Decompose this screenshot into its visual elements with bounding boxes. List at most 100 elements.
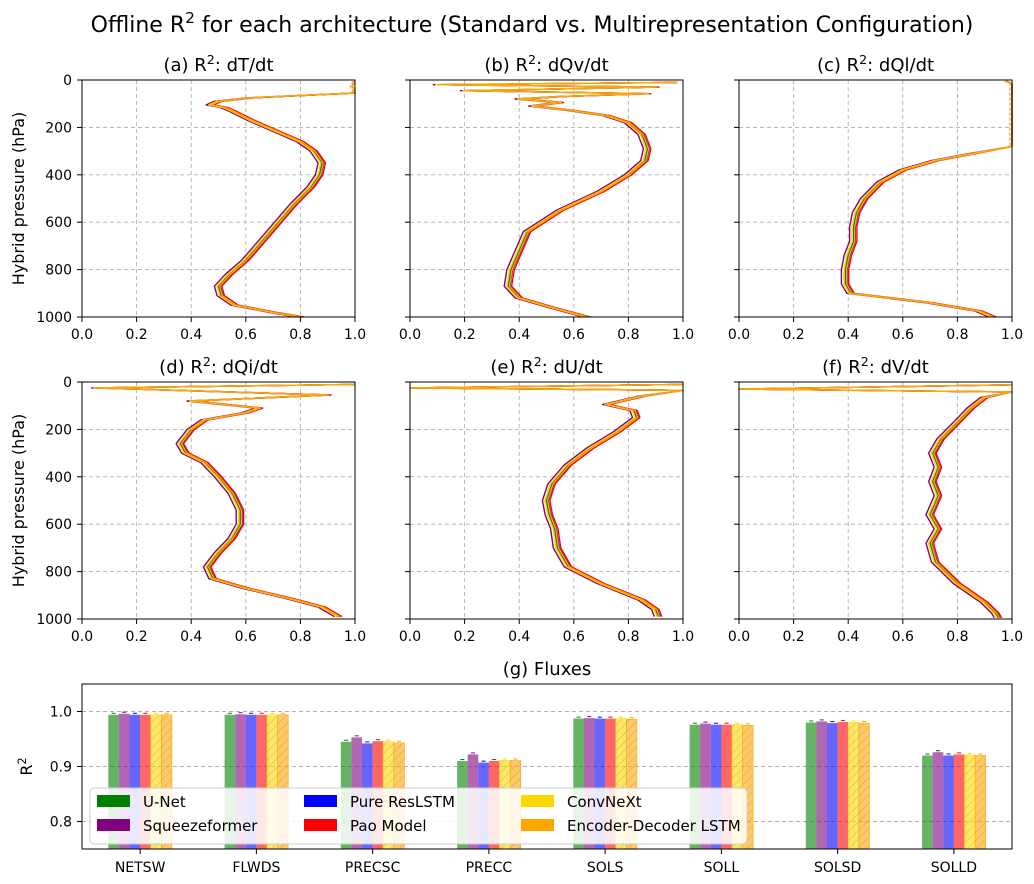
bar-pao_model-soll bbox=[721, 724, 732, 849]
x-tick-label: NETSW bbox=[115, 860, 166, 876]
series-line-unet bbox=[436, 81, 678, 318]
series-line-dashed-encoder_decoder_lstm bbox=[436, 81, 676, 318]
bar-squeezeformer-soll bbox=[700, 723, 711, 849]
x-tick-label: 0.0 bbox=[728, 629, 750, 645]
bar-unet-sols bbox=[573, 718, 584, 849]
flux-bar-panel: NETSW FLWDS PRECSC PRECC SOLS SOLL SOLSD SOLLD 0… bbox=[16, 659, 1013, 876]
panel-title: (e) R2: dU/dt bbox=[490, 354, 602, 379]
bar-squeezeformer-sols bbox=[583, 718, 595, 849]
legend-swatch-pure_reslstm bbox=[304, 795, 337, 807]
x-tick-label: 0.2 bbox=[453, 629, 475, 645]
bar-pure_reslstm-solld bbox=[943, 755, 954, 849]
profile-panel-c: 0.0 0.2 0.4 0.6 0.8 1.0 (c) R2: dQl/dt bbox=[728, 52, 1023, 344]
x-tick-label: 0.2 bbox=[125, 327, 147, 343]
bar-unet-solsd bbox=[805, 722, 817, 849]
x-tick-label: 0.8 bbox=[946, 327, 968, 343]
plot-frame bbox=[81, 79, 356, 318]
x-tick-label: 1.0 bbox=[1001, 629, 1023, 645]
x-tick-label: FLWDS bbox=[232, 860, 280, 876]
series-line-squeezeformer bbox=[738, 384, 1013, 619]
series-line-encoder_decoder_lstm bbox=[845, 80, 1013, 318]
series-line-pao_model bbox=[741, 384, 1013, 619]
legend-label: Pao Model bbox=[350, 817, 427, 835]
y-tick-label: 0 bbox=[63, 73, 72, 89]
legend-label: U-Net bbox=[143, 793, 186, 811]
legend: U-Net Squeezeformer Pure ResLSTM Pao Model C… bbox=[89, 787, 748, 845]
x-tick-label: 0.4 bbox=[180, 629, 202, 645]
panel-title: (f) R2: dV/dt bbox=[822, 354, 929, 379]
y-tick-label: 400 bbox=[45, 168, 72, 184]
series-line-dashed-encoder_decoder_lstm bbox=[207, 80, 354, 318]
series-line-dashed-encoder_decoder_lstm bbox=[844, 80, 1011, 318]
legend-label: Pure ResLSTM bbox=[350, 793, 455, 811]
x-tick-label: PRECC bbox=[466, 860, 513, 876]
bar-pure_reslstm-flwds bbox=[245, 714, 257, 849]
series-line-encoder_decoder_lstm bbox=[739, 384, 1013, 619]
profile-panel-f: 0.0 0.2 0.4 0.6 0.8 1.0 (f) R2: dV/dt bbox=[728, 354, 1023, 646]
series-line-convnext bbox=[435, 81, 678, 318]
series-line-encoder_decoder_lstm bbox=[437, 81, 678, 318]
bar-pao_model-netsw bbox=[140, 714, 151, 849]
bar-encoder_decoder_lstm-solsd bbox=[858, 722, 870, 850]
plot-frame bbox=[738, 79, 1013, 318]
profile-panel-a: 0.0 0.2 0.4 0.6 0.8 1.0 0 200 400 600 800 1000 (a) R… bbox=[9, 52, 366, 344]
plot-frame bbox=[409, 381, 684, 620]
series-line-dashed-pao_model bbox=[438, 81, 676, 318]
y-tick-label: 200 bbox=[45, 120, 72, 136]
legend-label: Squeezeformer bbox=[143, 817, 258, 835]
profile-panel-d: 0.0 0.2 0.4 0.6 0.8 1.0 0 200 400 600 800 1000 (d) R… bbox=[9, 354, 366, 646]
series-line-unet bbox=[844, 80, 1013, 318]
y-tick-label: 0 bbox=[63, 375, 72, 391]
x-tick-label: 0.4 bbox=[508, 629, 530, 645]
x-tick-label: 0.6 bbox=[892, 327, 914, 343]
bar-squeezeformer-solld bbox=[932, 752, 944, 849]
panel-title: (g) Fluxes bbox=[503, 659, 592, 680]
x-tick-label: 0.2 bbox=[453, 327, 475, 343]
x-tick-label: 0.4 bbox=[508, 327, 530, 343]
x-tick-label: 0.0 bbox=[728, 327, 750, 343]
legend-swatch-pao_model bbox=[304, 819, 337, 831]
series-line-dashed-pao_model bbox=[740, 384, 1011, 619]
y-axis-label: R2 bbox=[16, 757, 37, 775]
series-line-convnext bbox=[843, 80, 1013, 318]
x-tick-label: 0.0 bbox=[399, 327, 421, 343]
series-line-unet bbox=[209, 80, 356, 318]
series-line-pao_model bbox=[848, 80, 1013, 318]
plot-frame bbox=[409, 79, 684, 318]
bar-unet-solld bbox=[922, 755, 933, 849]
series-line-dashed-pao_model bbox=[846, 80, 1011, 318]
bar-squeezeformer-flwds bbox=[235, 714, 246, 850]
y-tick-label: 1.0 bbox=[50, 705, 72, 721]
x-tick-label: 0.4 bbox=[180, 327, 202, 343]
panel-title: (b) R2: dQv/dt bbox=[484, 52, 608, 77]
legend-swatch-squeezeformer bbox=[97, 819, 130, 831]
series-line-pure_reslstm bbox=[211, 80, 356, 318]
profile-panel-b: 0.0 0.2 0.4 0.6 0.8 1.0 (b) R2: dQv/dt bbox=[399, 52, 694, 344]
series-line-dashed-encoder_decoder_lstm bbox=[738, 384, 1011, 619]
x-tick-label: 0.6 bbox=[235, 327, 257, 343]
panel-title: (d) R2: dQi/dt bbox=[159, 354, 278, 379]
series-line-pao_model bbox=[212, 80, 356, 318]
bar-unet-soll bbox=[689, 724, 701, 849]
panel-title: (c) R2: dQl/dt bbox=[817, 52, 934, 77]
x-tick-label: 0.6 bbox=[235, 629, 257, 645]
bar-squeezeformer-solsd bbox=[816, 721, 827, 849]
legend-label: ConvNeXt bbox=[567, 793, 642, 811]
x-tick-label: SOLSD bbox=[814, 860, 861, 876]
y-tick-label: 400 bbox=[45, 470, 72, 486]
x-tick-label: 0.0 bbox=[71, 629, 93, 645]
y-tick-label: 800 bbox=[45, 263, 72, 279]
series-line-convnext bbox=[738, 384, 1013, 619]
series-line-pure_reslstm bbox=[846, 80, 1013, 318]
x-tick-label: 0.6 bbox=[563, 327, 585, 343]
legend-swatch-unet bbox=[97, 795, 130, 807]
bar-unet-flwds bbox=[224, 714, 236, 849]
y-tick-label: 0.8 bbox=[50, 815, 72, 831]
y-tick-label: 800 bbox=[45, 565, 72, 581]
x-tick-label: 0.8 bbox=[289, 629, 311, 645]
x-tick-label: 0.4 bbox=[837, 327, 859, 343]
x-tick-label: 1.0 bbox=[1001, 327, 1023, 343]
bar-unet-netsw bbox=[108, 714, 119, 849]
bar-convnext-solsd bbox=[847, 722, 860, 850]
